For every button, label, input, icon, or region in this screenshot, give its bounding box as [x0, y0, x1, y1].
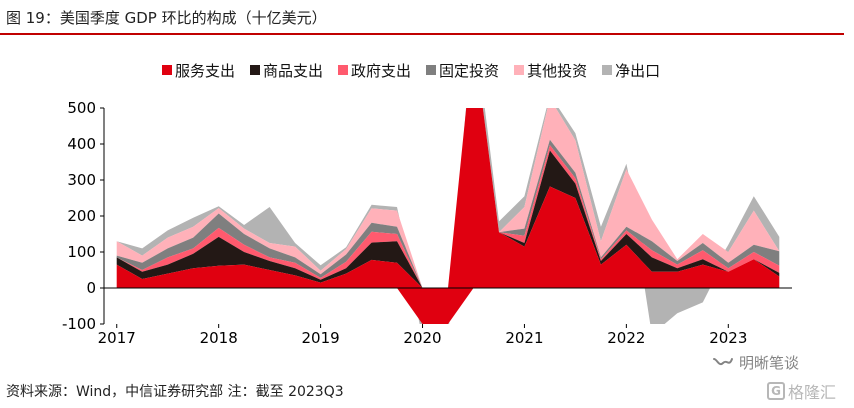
chart-legend: 服务支出 商品支出 政府支出 固定投资 其他投资 净出口 [162, 59, 660, 81]
legend-swatch-services [162, 65, 172, 75]
x-tick-label: 2022 [607, 329, 645, 347]
legend-label-other-investment: 其他投资 [527, 61, 588, 80]
y-tick-label: 300 [67, 171, 96, 189]
x-tick-label: 2023 [709, 329, 747, 347]
x-tick-label: 2018 [200, 329, 238, 347]
brand-logo-text: 格隆汇 [788, 383, 837, 402]
watermark-text: 明晰笔谈 [739, 354, 800, 372]
y-tick-label: 0 [86, 279, 96, 297]
figure-source: 资料来源：Wind，中信证券研究部 注：截至 2023Q3 [6, 384, 344, 400]
area-series-fixed-investment [116, 108, 780, 288]
area-series-goods [116, 108, 780, 288]
legend-item-government: 政府支出 [338, 60, 411, 81]
title-rule [0, 33, 844, 35]
area-series-services [116, 108, 780, 324]
brand-logo: G 格隆汇 [767, 379, 836, 403]
x-tick-label: 2017 [98, 329, 136, 347]
legend-swatch-net-exports [602, 65, 613, 75]
y-tick-label: 400 [67, 135, 96, 153]
legend-swatch-other-investment [514, 65, 525, 75]
legend-item-other-investment: 其他投资 [514, 60, 587, 81]
legend-item-net-exports: 净出口 [602, 60, 660, 81]
legend-swatch-goods [250, 65, 261, 75]
x-tick-label: 2021 [505, 329, 543, 347]
figure-title: 图 19：美国季度 GDP 环比的构成（十亿美元） [6, 9, 327, 27]
y-tick-label: 100 [67, 243, 96, 261]
legend-swatch-government [338, 65, 349, 75]
y-tick-label: 500 [67, 99, 96, 117]
stacked-area-chart: -100 0 100 200 300 400 500 2017 2018 2019 2020 2021… [62, 99, 792, 347]
legend-item-goods: 商品支出 [250, 60, 323, 81]
brand-logo-icon: G [767, 382, 785, 400]
y-tick-label: -100 [62, 315, 96, 333]
watermark: 明晰笔谈 [712, 352, 799, 373]
legend-label-net-exports: 净出口 [615, 61, 661, 80]
y-tick-label: 200 [67, 207, 96, 225]
legend-swatch-fixed-investment [426, 65, 437, 75]
wechat-channel-icon [713, 357, 733, 365]
legend-label-fixed-investment: 固定投资 [439, 61, 500, 80]
legend-label-services: 服务支出 [175, 61, 236, 80]
x-tick-label: 2019 [301, 329, 339, 347]
legend-label-goods: 商品支出 [263, 61, 324, 80]
area-layers [116, 108, 780, 324]
legend-label-government: 政府支出 [351, 61, 412, 80]
legend-item-fixed-investment: 固定投资 [426, 60, 499, 81]
legend-item-services: 服务支出 [162, 60, 235, 81]
x-tick-label: 2020 [403, 329, 441, 347]
